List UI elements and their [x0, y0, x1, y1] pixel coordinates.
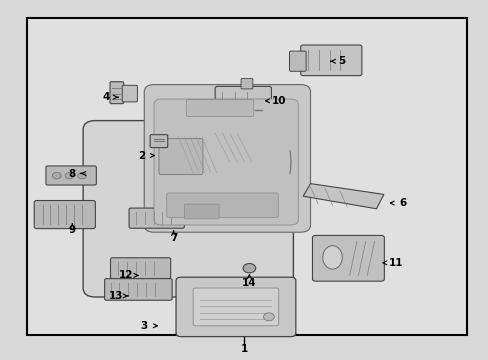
- Text: 1: 1: [241, 344, 247, 354]
- FancyBboxPatch shape: [176, 277, 295, 337]
- Text: 3: 3: [141, 321, 147, 331]
- FancyBboxPatch shape: [34, 201, 95, 229]
- FancyBboxPatch shape: [159, 139, 203, 175]
- FancyBboxPatch shape: [184, 204, 219, 219]
- Text: 14: 14: [242, 278, 256, 288]
- Text: 9: 9: [69, 225, 76, 235]
- Text: 5: 5: [338, 56, 345, 66]
- FancyBboxPatch shape: [215, 86, 271, 113]
- Ellipse shape: [263, 313, 274, 321]
- FancyBboxPatch shape: [193, 288, 278, 326]
- Polygon shape: [303, 184, 383, 209]
- Text: 2: 2: [138, 150, 145, 161]
- Circle shape: [65, 172, 74, 179]
- Circle shape: [52, 172, 61, 179]
- Text: 6: 6: [399, 198, 406, 208]
- Text: 13: 13: [109, 291, 123, 301]
- Ellipse shape: [322, 246, 342, 269]
- FancyBboxPatch shape: [83, 121, 293, 297]
- FancyBboxPatch shape: [186, 99, 253, 117]
- FancyBboxPatch shape: [300, 45, 361, 76]
- FancyBboxPatch shape: [150, 135, 167, 148]
- FancyBboxPatch shape: [46, 166, 96, 185]
- Circle shape: [78, 172, 86, 179]
- FancyBboxPatch shape: [166, 193, 278, 217]
- Text: 4: 4: [102, 92, 110, 102]
- Text: 10: 10: [271, 96, 285, 106]
- Bar: [27, 18, 466, 335]
- FancyBboxPatch shape: [122, 85, 137, 102]
- FancyBboxPatch shape: [312, 235, 384, 281]
- Text: 11: 11: [388, 258, 403, 268]
- FancyBboxPatch shape: [144, 85, 310, 232]
- Text: 12: 12: [119, 270, 133, 280]
- FancyBboxPatch shape: [241, 78, 252, 89]
- FancyBboxPatch shape: [154, 99, 298, 225]
- FancyBboxPatch shape: [289, 51, 305, 71]
- Circle shape: [243, 264, 255, 273]
- FancyBboxPatch shape: [110, 258, 170, 279]
- FancyBboxPatch shape: [110, 82, 123, 104]
- Text: 8: 8: [69, 168, 76, 179]
- Text: 7: 7: [169, 233, 177, 243]
- FancyBboxPatch shape: [129, 208, 184, 228]
- FancyBboxPatch shape: [104, 279, 172, 300]
